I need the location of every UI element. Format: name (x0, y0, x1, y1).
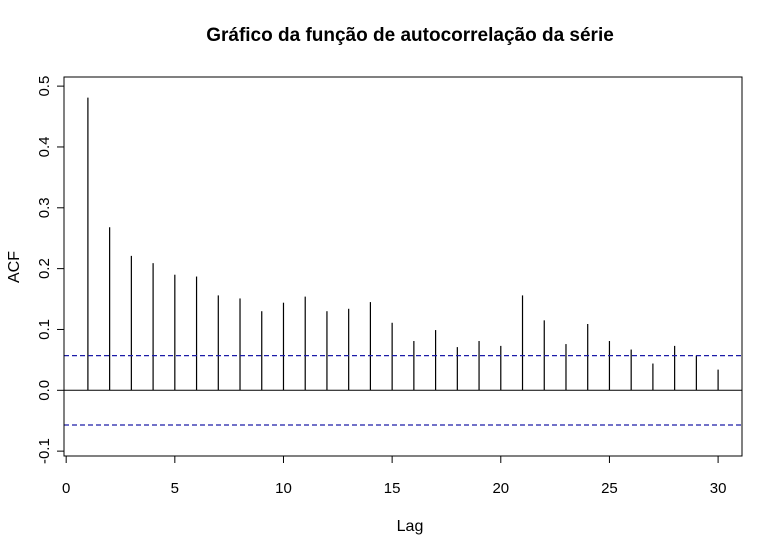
reference-lines (64, 355, 742, 426)
x-tick-label: 5 (171, 480, 179, 497)
y-tick-label: 0.4 (36, 137, 53, 158)
plot-area-border (63, 76, 743, 457)
x-tick-label: 25 (601, 480, 618, 497)
acf-bars (87, 97, 719, 391)
y-tick-label: 0.1 (36, 319, 53, 340)
y-tick-label: 0.5 (36, 76, 53, 97)
y-tick-label: 0.2 (36, 258, 53, 279)
x-tick-label: 15 (384, 480, 401, 497)
y-tick-label: 0.0 (36, 380, 53, 401)
x-tick-label: 30 (710, 480, 727, 497)
x-tick-label: 0 (62, 480, 70, 497)
x-axis: 0 5 10 15 20 25 30 (62, 455, 727, 497)
y-tick-label: -0.1 (36, 438, 53, 464)
y-tick-label: 0.3 (36, 197, 53, 218)
x-tick-label: 20 (492, 480, 509, 497)
chart-title: Gráfico da função de autocorrelação da s… (206, 25, 614, 46)
y-axis-label: ACF (6, 251, 23, 283)
x-axis-label: Lag (397, 518, 424, 535)
x-tick-label: 10 (275, 480, 292, 497)
y-axis: -0.1 0.0 0.1 0.2 0.3 0.4 0.5 (36, 76, 65, 464)
